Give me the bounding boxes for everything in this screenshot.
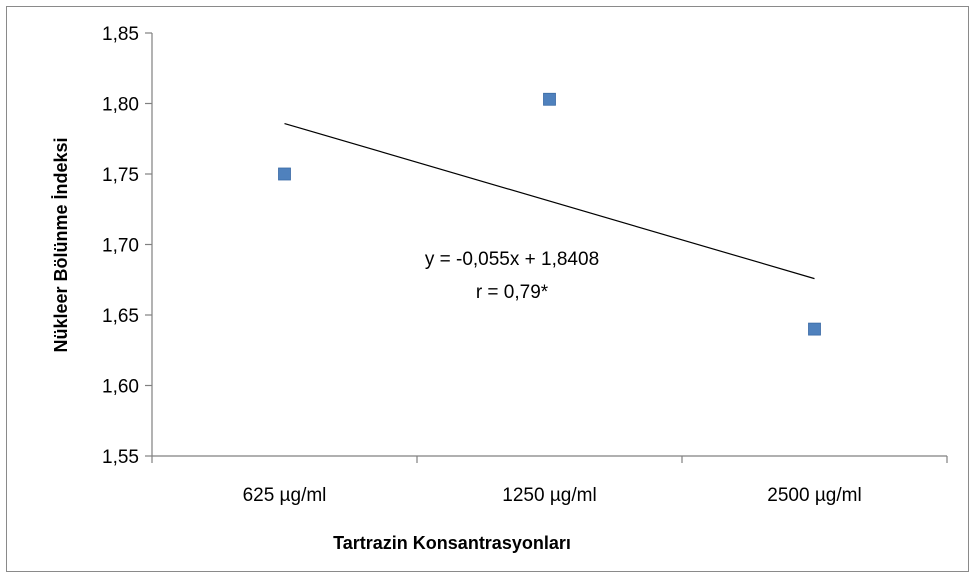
- data-point: [278, 167, 291, 181]
- data-points: [278, 92, 821, 336]
- y-axis-title: Nükleer Bölünme İndeksi: [51, 137, 71, 352]
- y-tick-label: 1,85: [102, 24, 139, 45]
- y-tick-label: 1,70: [102, 236, 139, 257]
- data-point: [808, 322, 821, 336]
- y-tick-label: 1,75: [102, 165, 139, 186]
- x-tick-label: 625 µg/ml: [243, 485, 327, 506]
- trendline-group: [284, 122, 815, 280]
- y-tick-label: 1,65: [102, 306, 139, 327]
- chart-frame: [6, 6, 969, 572]
- data-point: [543, 92, 556, 106]
- correlation-coefficient: r = 0,79*: [476, 282, 549, 303]
- y-tick-labels: 1,55 1,60 1,65 1,70 1,75 1,80 1,85: [102, 24, 152, 468]
- trendline: [284, 122, 815, 280]
- trendline-equation: y = -0,055x + 1,8408: [425, 249, 599, 270]
- y-tick-label: 1,55: [102, 447, 139, 468]
- y-tick-label: 1,60: [102, 377, 139, 398]
- x-tick-label: 2500 µg/ml: [767, 485, 861, 506]
- x-tick-label: 1250 µg/ml: [502, 485, 596, 506]
- x-tick-labels: 625 µg/ml 1250 µg/ml 2500 µg/ml: [151, 456, 948, 506]
- y-tick-label: 1,80: [102, 95, 139, 116]
- x-axis-title: Tartrazin Konsantrasyonları: [333, 533, 571, 553]
